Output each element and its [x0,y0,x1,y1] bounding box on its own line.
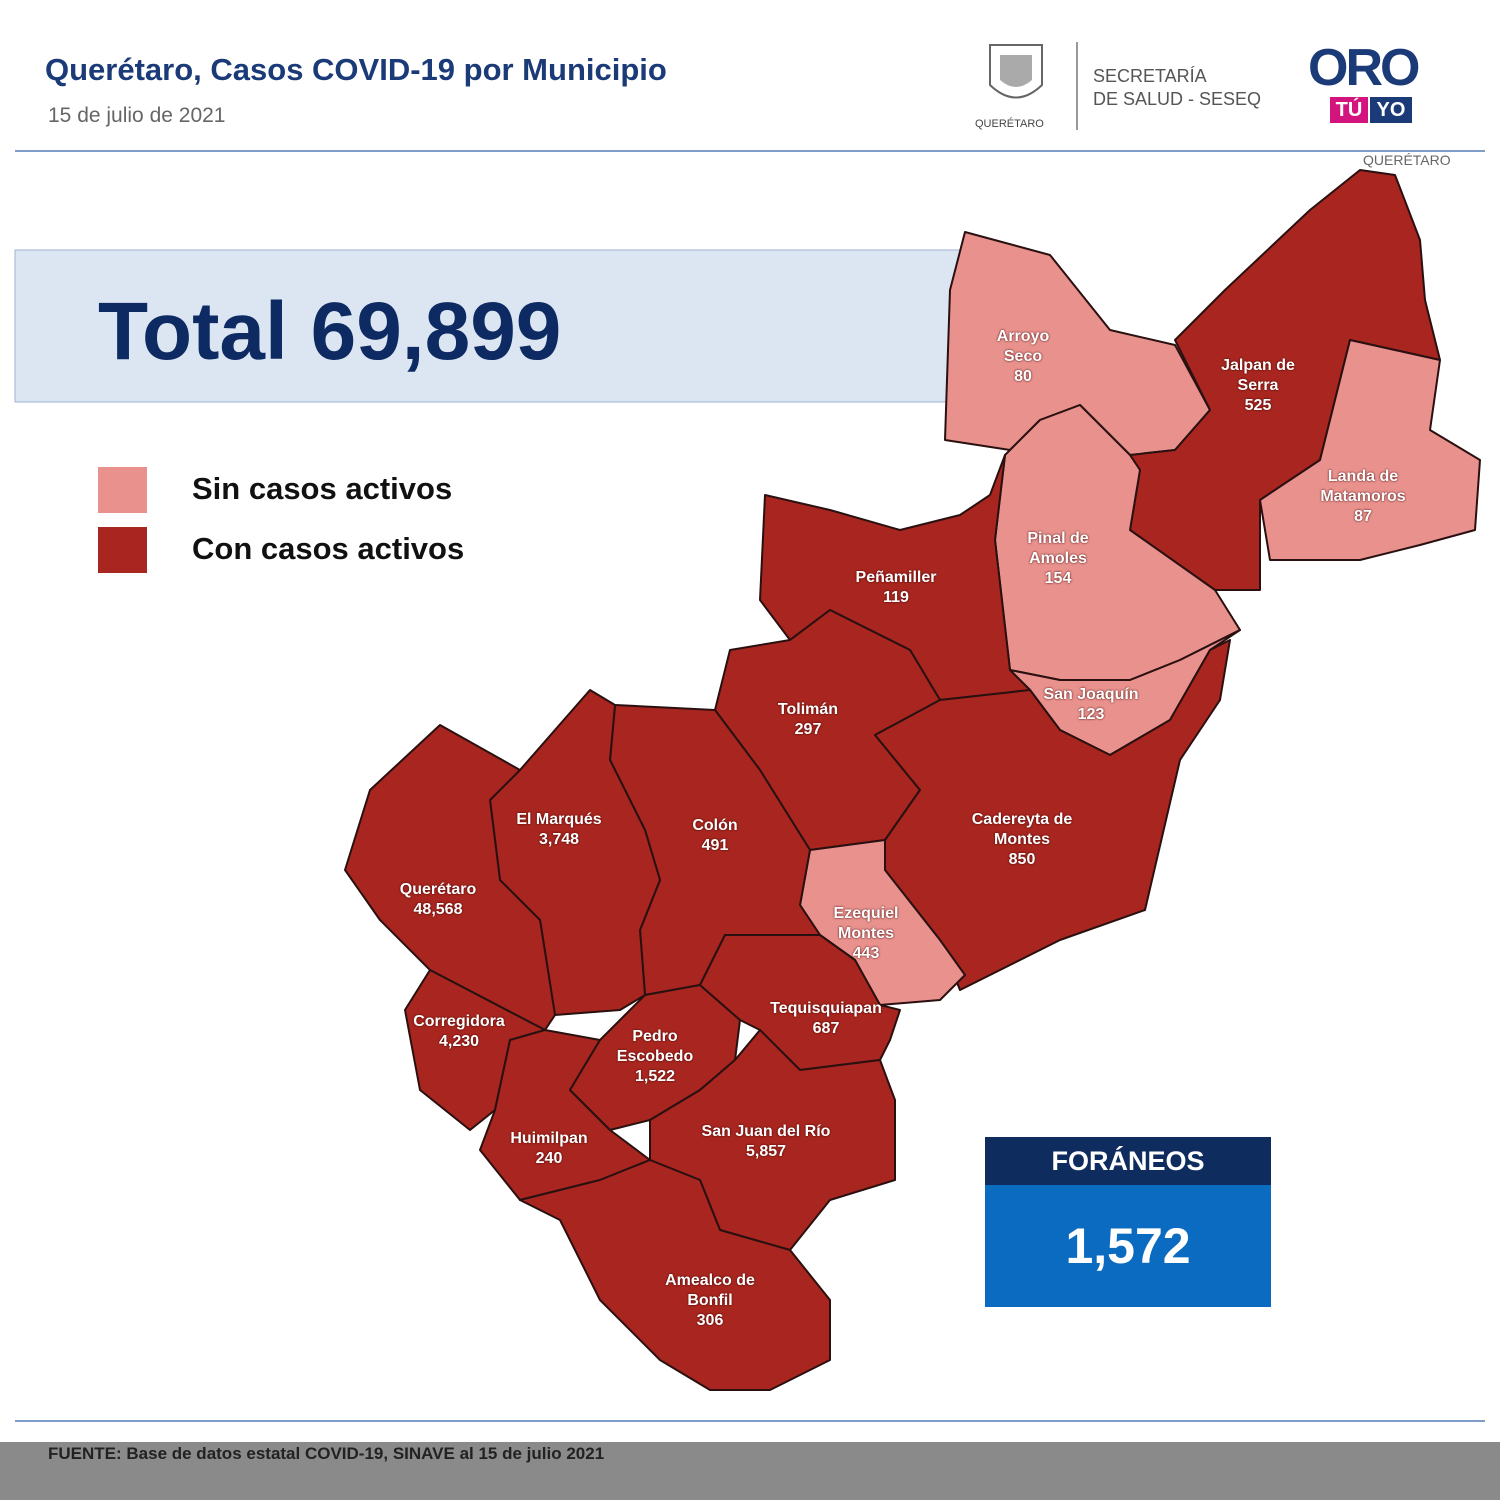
municipality-label: El Marqués 3,748 [499,810,619,850]
secretaria-line: SECRETARÍA [1093,66,1207,86]
municipality-cases: 687 [812,1020,840,1037]
date: 15 de julio de 2021 [48,104,226,127]
foraneos-title: FORÁNEOS [985,1137,1271,1185]
municipality-cases: 306 [696,1312,724,1329]
municipality-label: Arroyo Seco 80 [988,327,1058,387]
municipality-name: El Marqués [516,811,602,828]
municipality-name: Tequisquiapan [770,1000,882,1017]
municipality-name: San Joaquín [1043,686,1139,703]
municipality-label: Peñamiller 119 [836,568,956,608]
brand-tu: TÚ [1330,97,1368,123]
municipality-label: Amealco de Bonfil 306 [655,1271,765,1331]
municipality-cases: 491 [701,837,729,854]
municipality-label: Colón 491 [675,816,755,856]
municipality-label: Pinal de Amoles 154 [1018,529,1098,589]
municipality-region [1259,339,1481,561]
municipality-region [344,724,556,1031]
municipality-cases: 297 [794,721,822,738]
municipality-label: Huimilpan 240 [499,1129,599,1169]
municipality-cases: 525 [1244,397,1272,414]
municipality-name: Pinal de Amoles [1027,530,1089,567]
legend-label: Con casos activos [192,531,465,566]
municipality-region [519,1159,831,1391]
municipality-cases: 240 [535,1150,563,1167]
state-caption: QUERÉTARO [975,118,1044,130]
municipality-label: Landa de Matamoros 87 [1308,467,1418,527]
municipality-name: Cadereyta de Montes [971,811,1073,848]
municipality-cases: 154 [1044,570,1072,587]
municipality-label: Ezequiel Montes 443 [826,904,906,964]
municipality-name: San Juan del Río [701,1123,831,1140]
municipality-name: Arroyo Seco [996,328,1050,365]
municipality-cases: 123 [1077,706,1105,723]
municipality-cases: 87 [1354,508,1372,525]
municipality-name: Huimilpan [510,1130,588,1147]
municipality-cases: 443 [852,945,880,962]
municipality-name: Tolimán [777,701,839,718]
municipality-label: Tequisquiapan 687 [751,999,901,1039]
secretaria-line: DE SALUD - SESEQ [1093,89,1262,109]
municipality-name: Pedro Escobedo [616,1028,694,1065]
municipality-label: San Juan del Río 5,857 [676,1122,856,1162]
brand-caption: QUERÉTARO [1363,152,1451,168]
municipality-name: Corregidora [413,1013,505,1030]
total-band [14,249,961,403]
municipality-name: Colón [692,817,738,834]
municipality-name: Peñamiller [855,569,937,586]
municipality-label: San Joaquín 123 [1026,685,1156,725]
legend-swatch [98,527,147,573]
municipality-label: Querétaro 48,568 [388,880,488,920]
municipality-label: Jalpan de Serra 525 [1208,356,1308,416]
municipality-region [699,934,901,1071]
municipality-cases: 1,522 [634,1068,676,1085]
municipality-label: Cadereyta de Montes 850 [962,810,1082,870]
brand-yo: YO [1370,97,1412,123]
legend-swatch [98,467,147,513]
municipality-cases: 80 [1014,368,1032,385]
municipality-cases: 48,568 [413,901,463,918]
municipality-name: Querétaro [399,881,477,898]
municipality-label: Corregidora 4,230 [404,1012,514,1052]
title: Querétaro, Casos COVID-19 por Municipio [45,52,667,87]
municipality-cases: 119 [883,589,909,606]
brand: ORO [1308,39,1420,97]
municipality-name: Ezequiel Montes [833,905,899,942]
municipality-cases: 3,748 [538,831,580,848]
total-label: Total [98,286,288,377]
municipality-name: Amealco de Bonfil [665,1272,755,1309]
municipality-label: Pedro Escobedo 1,522 [610,1027,700,1087]
municipality-cases: 850 [1008,851,1036,868]
municipality-label: Tolimán 297 [763,700,853,740]
municipality-cases: 4,230 [438,1033,480,1050]
total-value: 69,899 [310,286,562,377]
footer-band [0,1442,1500,1500]
legend-label: Sin casos activos [192,471,453,506]
source: FUENTE: Base de datos estatal COVID-19, … [48,1444,605,1463]
municipality-name: Jalpan de Serra [1221,357,1295,394]
total: Total 69,899 [98,285,561,379]
municipality-name: Landa de Matamoros [1320,468,1406,505]
foraneos-value: 1,572 [985,1185,1271,1307]
state-shield [989,44,1043,99]
municipality-cases: 5,857 [745,1143,787,1160]
